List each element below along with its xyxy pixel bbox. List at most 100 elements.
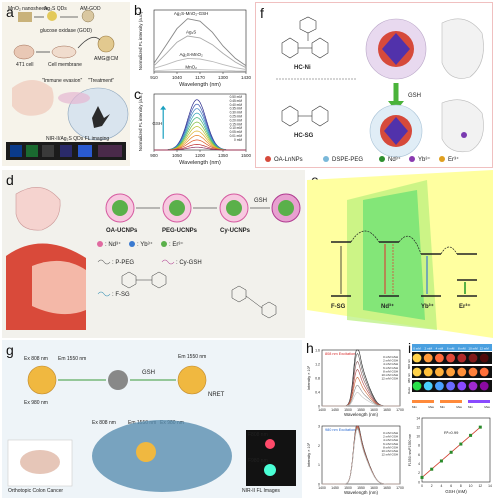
oa-ucnps-core	[112, 200, 128, 216]
data-point	[439, 459, 443, 463]
y-axis-label: Normalized FL intensity (a.u.)	[138, 92, 143, 151]
row-label: 808 nm	[407, 359, 411, 370]
callout-immune-evasion: "Immune evasion"	[42, 78, 82, 84]
legend-entry: 0.20 mM	[230, 118, 243, 122]
panel-e-diagram: F-SG Nd³⁺ Yb³⁺ Er³⁺	[307, 170, 493, 338]
cy-ucnps-core	[226, 200, 242, 216]
panel-c-label: c	[134, 88, 141, 102]
vessel-illustration	[32, 260, 86, 315]
step-amgod: AM-GOD	[80, 6, 101, 12]
legend-entry: 0.45 mM	[230, 99, 243, 103]
x-tick-label: 1050	[172, 153, 183, 158]
y-tick-label: 6	[418, 453, 420, 457]
x-axis-label: GSH (mM)	[445, 489, 467, 494]
data-point	[478, 425, 482, 429]
legend-cy-gsh: : Cy-GSH	[176, 260, 202, 266]
arrow-icon	[77, 36, 101, 49]
legend-entry: 0.01 mM	[230, 134, 243, 138]
column-label: 0 mM	[413, 347, 421, 351]
heatmap-well	[435, 353, 444, 363]
chart-h-frame	[321, 425, 401, 485]
row-label: 980 nm	[407, 373, 411, 384]
legend-er: Er³⁺	[448, 156, 459, 163]
series-line	[322, 428, 400, 485]
legend-nd: : Nd³⁺	[105, 241, 121, 248]
ag2s-qd-icon	[47, 11, 57, 21]
y-tick-label: 2	[418, 471, 420, 475]
step-cell-membrane: Cell membrane	[48, 62, 82, 68]
legend-entry: 0.35 mM	[230, 107, 243, 111]
x-tick-label: 12	[478, 484, 482, 488]
y-tick-label: 1.6	[315, 349, 320, 353]
panel-a: a MnO₂ nanosheets Ag₂S QDs AM-GOD glucos…	[2, 2, 130, 166]
gsh-label: GSH	[254, 198, 267, 204]
scale-min-label: Min	[412, 405, 417, 409]
nanoprobe-right	[177, 365, 207, 395]
panel-h-label: h	[306, 340, 314, 356]
colorscale-bar	[412, 400, 434, 403]
heatmap-well	[423, 367, 433, 377]
legend-nd: Nd³⁺	[388, 156, 401, 163]
mno2-nanosheet-icon	[18, 12, 32, 22]
x-axis-label: Wavelength (nm)	[344, 412, 379, 417]
heatmap-well	[457, 381, 467, 391]
legend-dspe-peg-icon	[323, 156, 329, 162]
x-tick-label: 1500	[344, 408, 352, 412]
x-tick-label: 1200	[195, 153, 206, 158]
series-line	[153, 57, 247, 70]
legend-dspe-peg: DSPE-PEG	[332, 157, 363, 163]
heatmap-well	[479, 381, 489, 391]
x-tick-label: 1600	[370, 486, 378, 490]
mouse-top-illustration	[441, 18, 484, 79]
heatmap-well	[423, 381, 433, 391]
f-sg-core	[278, 200, 294, 216]
heatmap-well	[412, 381, 422, 391]
x-tick-label: 1650	[383, 408, 391, 412]
ex-808-bottom-label: Ex 808 nm	[92, 420, 116, 426]
fl-spot-980	[264, 464, 276, 476]
y-tick-label: 0.4	[315, 391, 320, 395]
y-tick-label: 4	[418, 462, 420, 466]
x-tick-label: 6	[450, 484, 452, 488]
step-amgcm: AMG@CM	[94, 56, 118, 62]
peg-ucnps-core	[169, 200, 185, 216]
legend-entry: 0.10 mM	[230, 126, 243, 130]
chart-h: 808 nm Excitation 1400 1450 1500 1550 1600 165…	[307, 349, 404, 496]
heatmap-well	[423, 353, 433, 363]
legend-entry: 12 mM GSH	[381, 453, 398, 457]
legend-entry: 4 mM GSH	[383, 362, 398, 366]
x-tick-label: 910	[150, 75, 158, 80]
y-tick-label: 1.2	[315, 363, 320, 367]
x-tick-label: 1450	[331, 408, 339, 412]
x-tick-label: 0	[421, 484, 423, 488]
caption-nir: NIR-II FL Images	[242, 488, 280, 494]
chart-h-frame	[321, 349, 401, 407]
y-tick-label: 0	[318, 483, 320, 487]
legend-entry: 0.50 mM	[230, 95, 243, 99]
tumor-cell-illustration	[92, 420, 232, 492]
x-tick-label: 900	[150, 153, 158, 158]
fl-image-thumb	[78, 145, 92, 157]
x-tick-label: 8	[460, 484, 462, 488]
x-tick-label: 14	[488, 484, 492, 488]
heatmap-well	[468, 381, 478, 391]
legend-er-icon	[439, 156, 445, 162]
level-nd: Nd³⁺	[381, 303, 394, 310]
em-1550-label: Em 1550 nm	[58, 356, 86, 362]
column-label: 4 mM	[436, 347, 444, 351]
legend-entry: 0 mM	[234, 138, 242, 142]
transfer-arrow-icon	[350, 230, 380, 243]
ex-980-label: Ex 980 nm	[24, 400, 48, 406]
heatmap-well	[412, 353, 422, 363]
x-axis-label: Wavelength (nm)	[179, 82, 221, 88]
series-line	[322, 392, 400, 407]
panel-g-label: g	[6, 342, 14, 358]
panel-i-label: i	[408, 340, 412, 356]
panel-a-label: a	[6, 4, 14, 20]
y-tick-label: 3	[318, 425, 320, 429]
column-label: 6 mM	[447, 347, 455, 351]
legend-oa-lnnps-icon	[265, 156, 271, 162]
ex-808-label: Ex 808 nm	[24, 356, 48, 362]
cy-molecule-structure	[121, 271, 277, 319]
x-tick-label: 1700	[396, 486, 404, 490]
